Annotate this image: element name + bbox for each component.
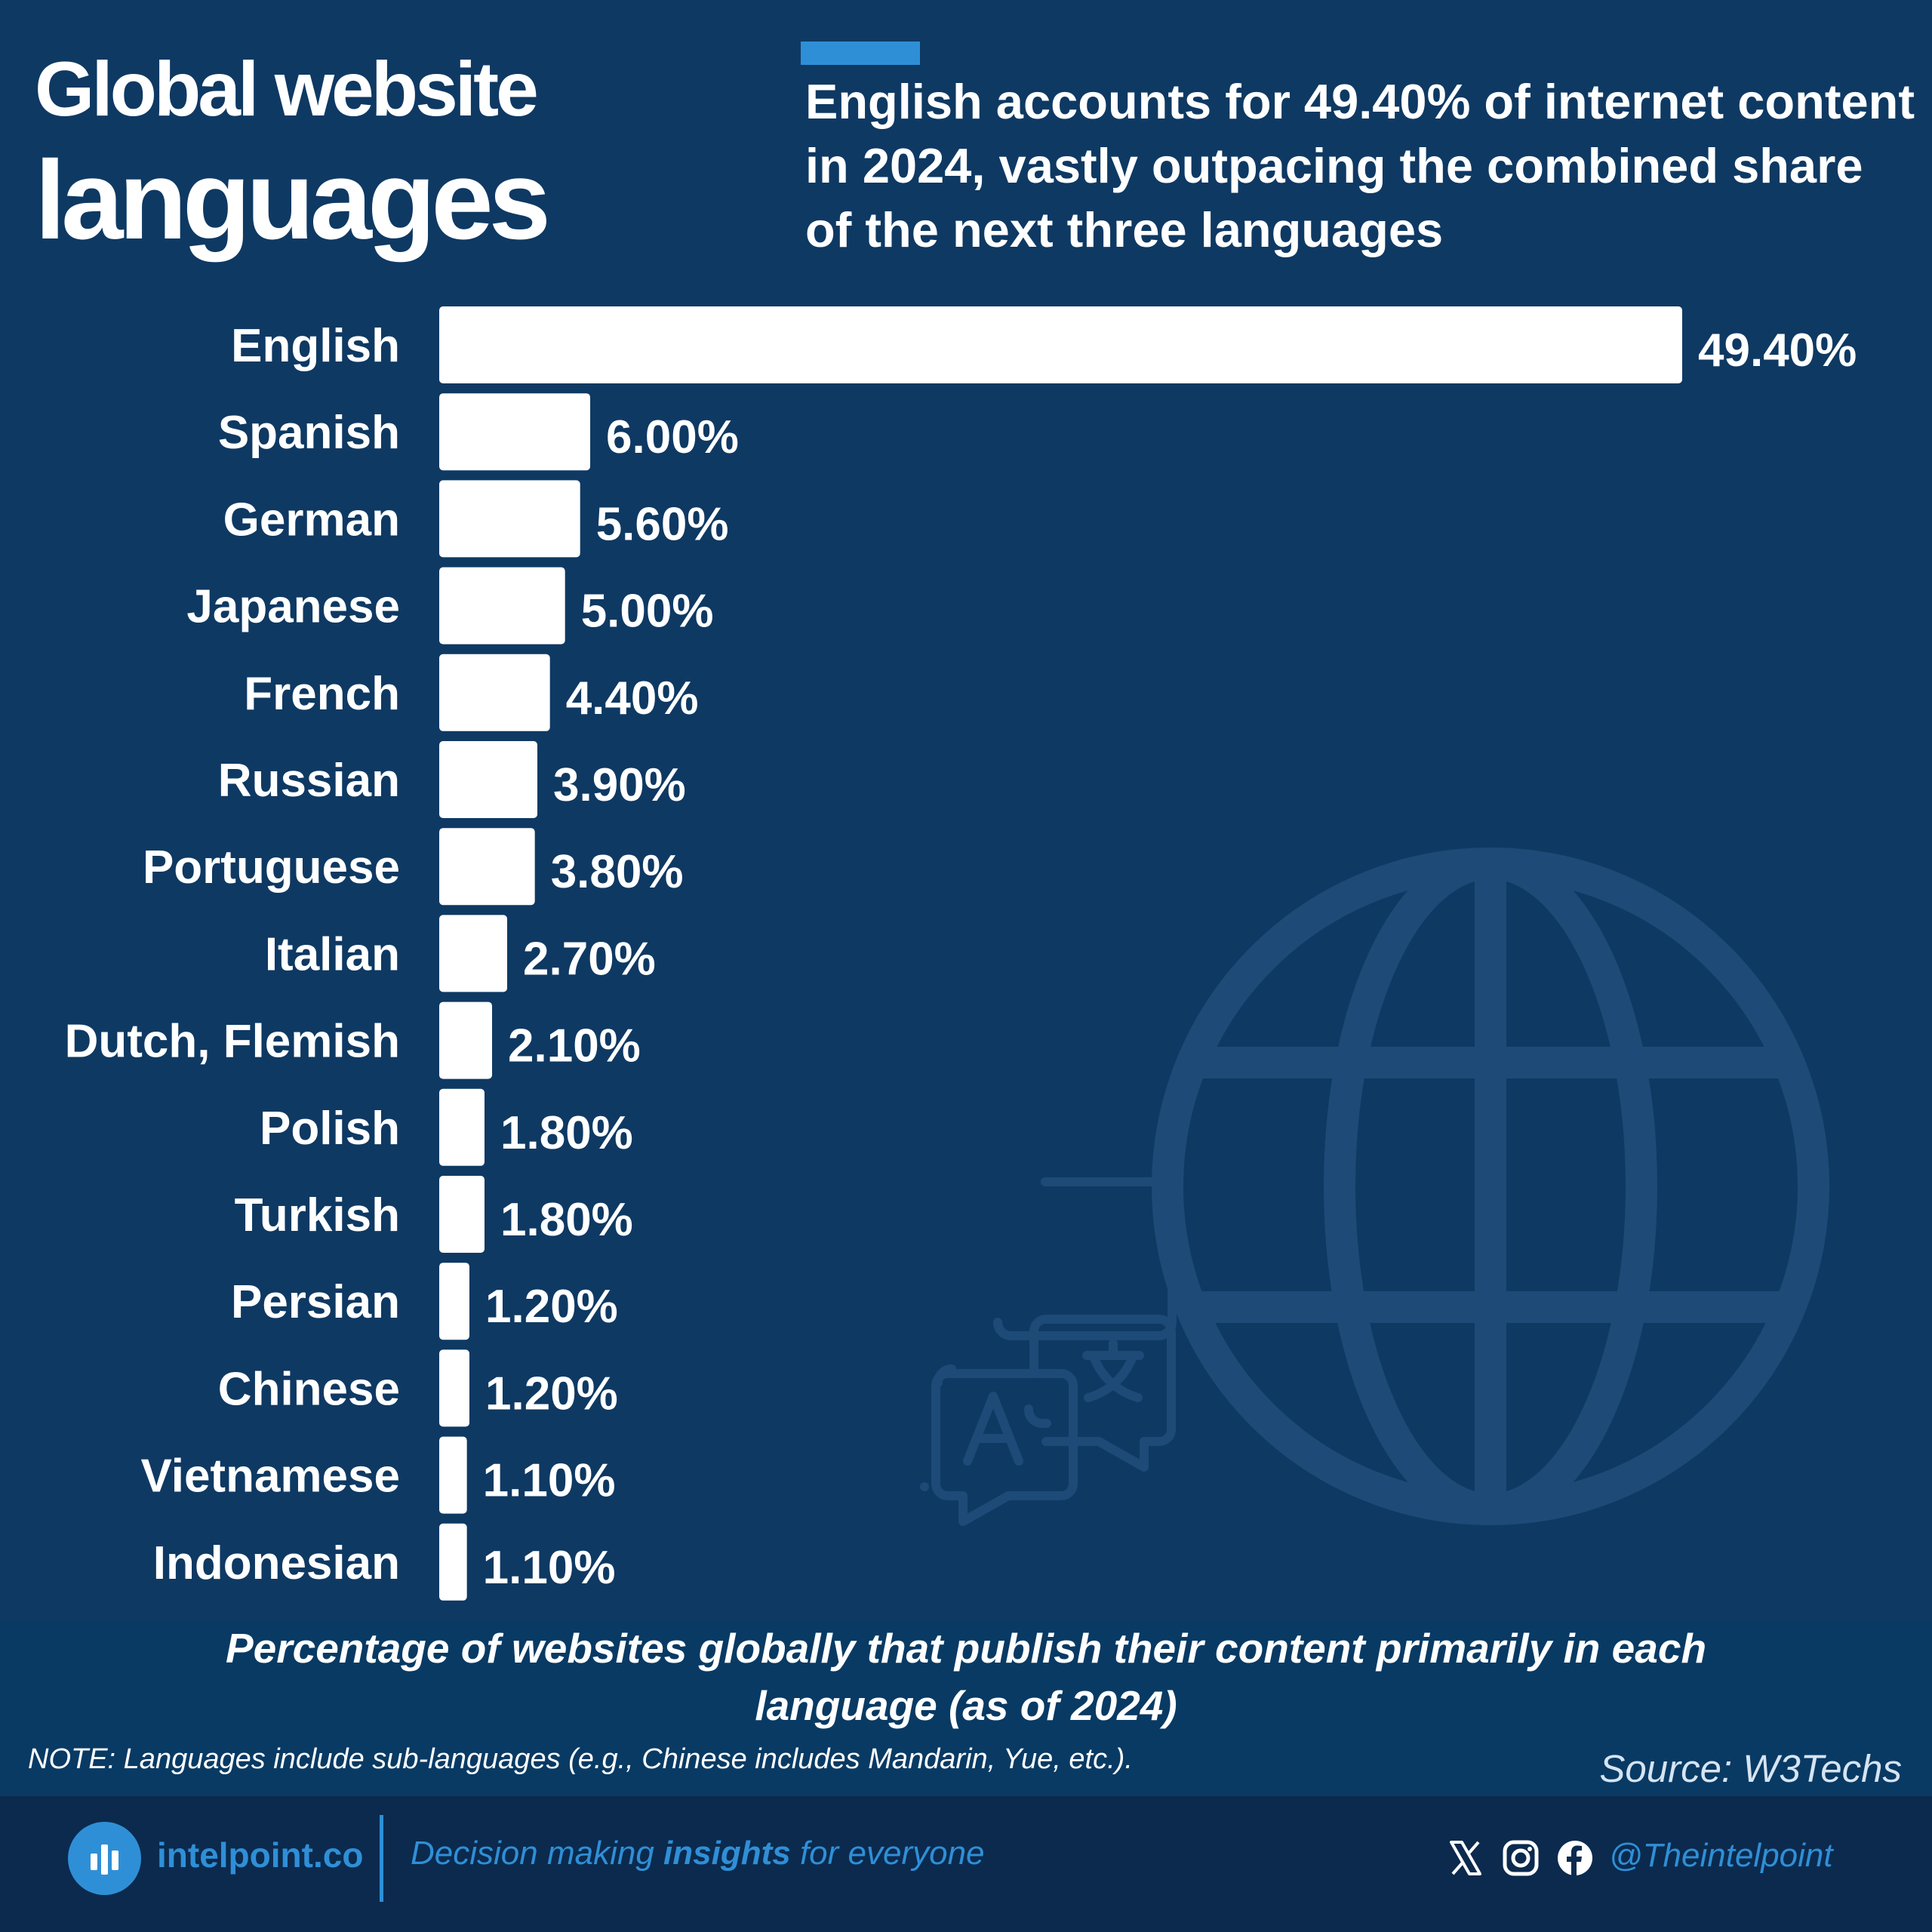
title-line-1: Global website <box>35 46 539 132</box>
title-line-2: languages <box>35 138 551 263</box>
bar-turkish <box>439 1176 485 1253</box>
bars-layer: English 49.40% Spanish 6.00% German 5.60% Japa… <box>65 306 1857 1601</box>
value-label: 1.80% <box>500 1194 633 1246</box>
caption-band <box>0 1621 1932 1796</box>
category-label: French <box>244 668 400 720</box>
brand-link[interactable]: intelpoint.co <box>157 1835 364 1875</box>
footnote: NOTE: Languages include sub-languages (e… <box>28 1743 1133 1775</box>
subtitle: English accounts for 49.40% of internet … <box>805 74 1915 257</box>
category-label: Persian <box>231 1276 400 1328</box>
category-label: Spanish <box>218 407 400 459</box>
value-label: 3.80% <box>551 846 684 898</box>
value-label: 1.20% <box>485 1281 618 1333</box>
category-label: Russian <box>218 755 400 807</box>
bar-dutch-flemish <box>439 1001 493 1079</box>
x-icon[interactable] <box>1447 1839 1484 1877</box>
footer-divider <box>380 1815 383 1902</box>
bar-french <box>439 654 550 731</box>
category-label: Italian <box>265 928 400 980</box>
footer-bar <box>0 1796 1932 1932</box>
value-label: 49.40% <box>1698 325 1857 377</box>
category-label: Polish <box>260 1103 400 1155</box>
value-label: 1.80% <box>500 1107 633 1159</box>
brand-logo-icon <box>68 1822 141 1895</box>
category-label: Portuguese <box>143 841 400 894</box>
bar-portuguese <box>439 828 535 906</box>
category-label: German <box>223 494 400 546</box>
bar-german <box>439 480 580 558</box>
bar-english <box>439 306 1682 383</box>
category-label: Indonesian <box>153 1537 400 1589</box>
translate-icon <box>920 1177 1177 1526</box>
facebook-icon[interactable] <box>1556 1839 1594 1877</box>
bar-indonesian <box>439 1523 467 1601</box>
bar-italian <box>439 915 508 992</box>
tagline: Decision making insights for everyone <box>411 1835 985 1872</box>
category-label: Vietnamese <box>140 1451 400 1503</box>
instagram-icon[interactable] <box>1502 1839 1540 1877</box>
social-handle[interactable]: @Theintelpoint <box>1609 1837 1833 1874</box>
category-label: Dutch, Flemish <box>65 1016 400 1068</box>
tagline-pre: Decision making <box>411 1835 664 1872</box>
value-label: 5.60% <box>596 498 729 550</box>
bar-japanese <box>439 567 565 645</box>
globe-icon <box>1152 848 1829 1525</box>
value-label: 1.10% <box>483 1542 616 1594</box>
bar-chart: English 49.40% Spanish 6.00% German 5.60% Japa… <box>65 306 1857 1601</box>
tagline-post: for everyone <box>790 1835 985 1872</box>
chart-caption: Percentage of websites globally that pub… <box>225 1625 1707 1729</box>
value-label: 5.00% <box>581 586 714 638</box>
tagline-bold: insights <box>663 1835 791 1872</box>
value-label: 6.00% <box>606 411 739 463</box>
bar-polish <box>439 1088 485 1166</box>
category-label: Chinese <box>218 1363 400 1415</box>
category-label: Japanese <box>186 581 400 633</box>
value-label: 4.40% <box>566 672 699 724</box>
value-label: 3.90% <box>553 759 686 811</box>
category-label: English <box>231 320 400 372</box>
bar-vietnamese <box>439 1436 467 1514</box>
bar-russian <box>439 741 538 818</box>
bar-persian <box>439 1263 470 1340</box>
value-label: 2.70% <box>523 933 656 985</box>
source-label: Source: W3Techs <box>1599 1747 1902 1790</box>
value-label: 2.10% <box>508 1020 641 1072</box>
bar-chinese <box>439 1349 470 1427</box>
value-label: 1.10% <box>483 1455 616 1507</box>
accent-bar <box>801 42 920 65</box>
category-label: Turkish <box>235 1189 400 1241</box>
value-label: 1.20% <box>485 1367 618 1420</box>
bar-spanish <box>439 393 591 471</box>
